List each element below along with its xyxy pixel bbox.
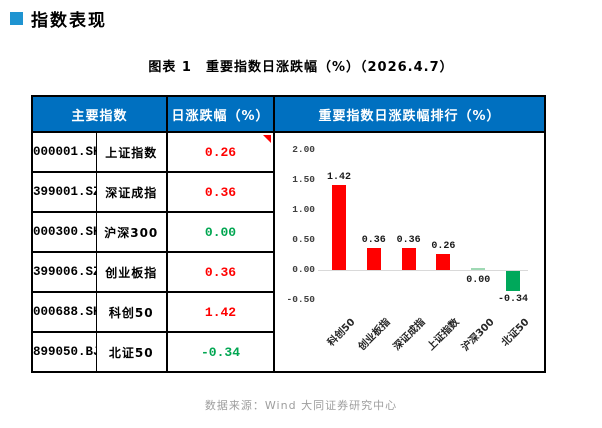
index-value-cell: 1.42: [166, 291, 276, 333]
table-row: 000688.SH 科创50 1.42: [31, 291, 545, 333]
chart-bar: [401, 248, 416, 270]
y-axis-tick-label: -0.50: [286, 294, 316, 305]
index-table: 主要指数 日涨跌幅（%） 重要指数日涨跌幅排行（%） 000001.SH 上证指…: [30, 95, 547, 373]
table-row: 899050.BJ 北证50 -0.34: [31, 331, 545, 373]
index-value-cell: 0.36: [166, 251, 276, 293]
bar-value-label: -0.34: [498, 294, 529, 306]
header-daily-change: 日涨跌幅（%）: [166, 95, 276, 133]
bar-value-label: 0.00: [466, 275, 491, 286]
index-code-cell: 000688.SH: [31, 291, 97, 333]
table-row: 000001.SH 上证指数 0.26 2.00 1.50 1.00 0.50 0.00…: [31, 131, 547, 373]
bar-chart-plot: 2.00 1.50 1.00 0.50 0.00 -0.50 1.42 科创50 0.36 创业板…: [276, 134, 543, 370]
bar-value-label: 0.36: [396, 235, 421, 247]
zero-axis-line: [318, 270, 529, 271]
table-row: 399006.SZ 创业板指 0.36: [31, 251, 545, 293]
y-axis-tick-label: 1.00: [292, 204, 316, 215]
table-header-row: 主要指数 日涨跌幅（%） 重要指数日涨跌幅排行（%）: [30, 95, 547, 133]
chart-bar: [332, 184, 347, 270]
section-header: 指数表现: [10, 6, 107, 31]
bar-chart-cell: 2.00 1.50 1.00 0.50 0.00 -0.50 1.42 科创50 0.36 创业板…: [273, 131, 547, 373]
chart-bar: [471, 268, 486, 270]
section-title: 指数表现: [31, 11, 107, 31]
bar-value-label: 0.36: [361, 235, 386, 247]
index-name-cell: 深证成指: [95, 171, 169, 213]
index-name-cell: 科创50: [95, 291, 169, 333]
comment-marker-icon: [263, 135, 271, 143]
section-bullet-icon: [10, 12, 23, 25]
chart-bar: [366, 248, 381, 270]
header-chart-title: 重要指数日涨跌幅排行（%）: [273, 95, 547, 133]
index-name-cell: 北证50: [95, 331, 169, 373]
index-table-wrap: 主要指数 日涨跌幅（%） 重要指数日涨跌幅排行（%） 000001.SH 上证指…: [30, 95, 547, 373]
index-value-cell: 0.26: [166, 131, 276, 173]
index-code-cell: 000001.SH: [31, 131, 97, 173]
y-axis-tick-label: 0.50: [292, 234, 316, 245]
index-name-cell: 创业板指: [95, 251, 169, 293]
index-value-cell: 0.00: [166, 211, 276, 253]
index-code-cell: 399001.SZ: [31, 171, 97, 213]
index-code-cell: 899050.BJ: [31, 331, 97, 373]
index-value-cell: 0.36: [166, 171, 276, 213]
chart-bar: [436, 254, 451, 270]
index-value-cell: -0.34: [166, 331, 276, 373]
table-row: 399001.SZ 深证成指 0.36: [31, 171, 545, 213]
index-code-cell: 399006.SZ: [31, 251, 97, 293]
data-source: 数据来源：Wind 大同证券研究中心: [204, 399, 398, 412]
y-axis-tick-label: 0.00: [292, 264, 316, 275]
index-code-cell: 000300.SH: [31, 211, 97, 253]
figure-caption: 图表 1 重要指数日涨跌幅（%）（2026.4.7）: [148, 60, 454, 75]
header-main-index: 主要指数: [30, 95, 169, 133]
bar-value-label: 1.42: [327, 171, 352, 183]
bar-value-label: 0.26: [431, 241, 456, 253]
index-name-cell: 上证指数: [95, 131, 169, 173]
y-axis-tick-label: 1.50: [292, 174, 316, 185]
chart-bar: [506, 271, 521, 292]
index-name-cell: 沪深300: [95, 211, 169, 253]
y-axis-tick-label: 2.00: [292, 144, 316, 155]
table-row: 000300.SH 沪深300 0.00: [31, 211, 545, 253]
